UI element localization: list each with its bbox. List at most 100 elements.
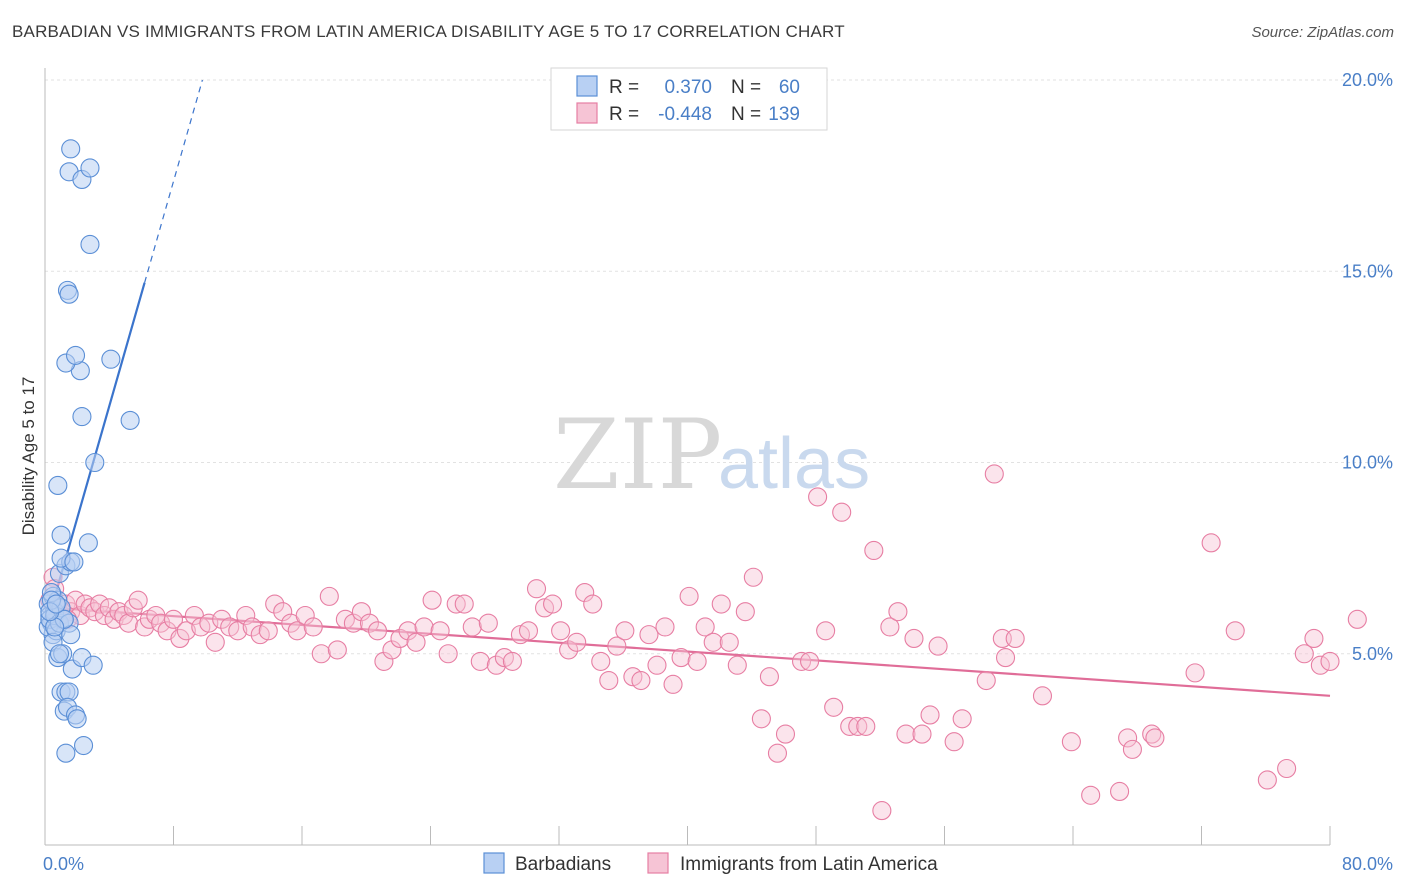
point-latin-america-137 (1145, 728, 1165, 748)
point-latin-america-37 (242, 617, 262, 637)
series-legend-swatch-barbadians (483, 852, 505, 874)
watermark: ZIP atlas (553, 399, 870, 511)
point-barbadians-44 (83, 655, 103, 675)
series-legend: Barbadians Immigrants from Latin America (483, 852, 938, 875)
point-latin-america-145 (1310, 655, 1330, 675)
point-barbadians-27 (48, 475, 68, 496)
series-legend-label-latin-america: Immigrants from Latin America (680, 854, 938, 875)
point-latin-america-32 (205, 632, 225, 652)
point-latin-america-45 (303, 617, 323, 637)
point-barbadians-59 (46, 594, 66, 614)
point-latin-america-77 (559, 640, 579, 660)
point-latin-america-103 (767, 743, 788, 763)
point-latin-america-50 (343, 613, 363, 633)
point-latin-america-135 (1122, 739, 1142, 759)
legend-pink-r-label: R = (609, 104, 639, 125)
point-latin-america-47 (319, 586, 339, 606)
series-legend-label-barbadians: Barbadians (515, 854, 611, 875)
point-latin-america-84 (615, 621, 635, 641)
point-latin-america-87 (639, 625, 659, 645)
chart-title: BARBADIAN VS IMMIGRANTS FROM LATIN AMERI… (12, 22, 845, 41)
point-latin-america-95 (703, 632, 723, 652)
legend-blue-n-label: N = (731, 77, 761, 98)
point-latin-america-48 (327, 640, 347, 660)
point-latin-america-107 (808, 487, 828, 507)
point-latin-america-120 (912, 724, 932, 744)
point-latin-america-68 (486, 655, 506, 675)
point-latin-america-124 (952, 709, 972, 729)
legend-blue-n-value: 60 (779, 77, 800, 98)
chart-source: Source: ZipAtlas.com (1251, 24, 1394, 41)
point-latin-america-52 (359, 613, 380, 633)
point-latin-america-109 (824, 697, 844, 717)
point-latin-america-97 (719, 632, 739, 652)
point-barbadians-40 (80, 158, 100, 178)
point-latin-america-108 (816, 621, 836, 641)
point-latin-america-143 (1294, 644, 1314, 664)
point-latin-america-105 (791, 651, 812, 671)
point-latin-america-79 (575, 582, 595, 603)
point-latin-america-46 (311, 644, 331, 664)
point-latin-america-130 (1032, 686, 1053, 706)
legend-swatch-blue (576, 75, 598, 97)
point-barbadians-37 (80, 234, 100, 255)
point-latin-america-129 (1005, 628, 1025, 649)
point-latin-america-39 (258, 621, 278, 641)
point-barbadians-36 (59, 284, 79, 304)
axes (44, 68, 1331, 846)
point-latin-america-66 (470, 651, 490, 671)
point-latin-america-118 (896, 724, 916, 744)
point-latin-america-62 (438, 644, 458, 664)
point-latin-america-58 (406, 632, 426, 652)
point-latin-america-132 (1081, 785, 1101, 805)
point-latin-america-98 (727, 655, 747, 675)
point-latin-america-31 (199, 613, 219, 633)
point-latin-america-24 (151, 613, 171, 633)
stats-legend: R = 0.370 N = 60 R = -0.448 N = 139 (550, 67, 828, 131)
point-latin-america-114 (864, 540, 884, 561)
point-latin-america-142 (1277, 758, 1297, 779)
tick-labels: 5.0% 10.0% 15.0% 20.0% 0.0% 80.0% (43, 70, 1393, 874)
point-barbadians-41 (61, 139, 81, 159)
point-latin-america-53 (367, 621, 388, 641)
point-latin-america-111 (840, 716, 860, 736)
point-latin-america-43 (287, 621, 307, 641)
point-barbadians-30 (72, 407, 92, 427)
y-tick-label-3: 20.0% (1342, 70, 1393, 90)
point-latin-america-134 (1118, 728, 1138, 748)
point-latin-america-63 (446, 594, 466, 614)
legend-pink-r-value: -0.448 (658, 104, 712, 125)
point-latin-america-12 (90, 594, 110, 614)
data-points (38, 139, 1367, 821)
point-latin-america-64 (454, 594, 474, 614)
point-latin-america-88 (647, 655, 667, 675)
point-latin-america-122 (928, 636, 948, 656)
point-latin-america-146 (1320, 651, 1340, 671)
legend-blue-r-label: R = (609, 77, 639, 98)
point-latin-america-89 (655, 617, 675, 637)
point-latin-america-54 (374, 651, 394, 671)
point-latin-america-110 (832, 502, 852, 522)
point-latin-america-113 (856, 716, 876, 736)
point-latin-america-33 (212, 609, 232, 629)
point-latin-america-61 (430, 621, 450, 641)
point-barbadians-34 (101, 349, 121, 369)
y-tick-label-2: 15.0% (1342, 261, 1393, 281)
point-latin-america-28 (176, 621, 196, 641)
legend-swatch-pink (576, 102, 598, 124)
point-latin-america-92 (679, 586, 699, 606)
point-latin-america-106 (800, 651, 820, 671)
trend-line-barbadians-extension (144, 79, 203, 283)
point-latin-america-67 (478, 613, 498, 633)
y-axis-label: Disability Age 5 to 17 (19, 377, 38, 536)
legend-pink-n-value: 139 (768, 104, 800, 125)
point-latin-america-40 (265, 594, 285, 614)
point-latin-america-57 (398, 621, 418, 641)
point-latin-america-123 (944, 732, 964, 752)
point-barbadians-33 (65, 345, 86, 365)
point-latin-america-140 (1225, 621, 1245, 641)
point-latin-america-80 (583, 594, 603, 614)
point-latin-america-81 (591, 651, 611, 671)
point-latin-america-55 (382, 640, 402, 660)
point-latin-america-117 (888, 602, 908, 622)
